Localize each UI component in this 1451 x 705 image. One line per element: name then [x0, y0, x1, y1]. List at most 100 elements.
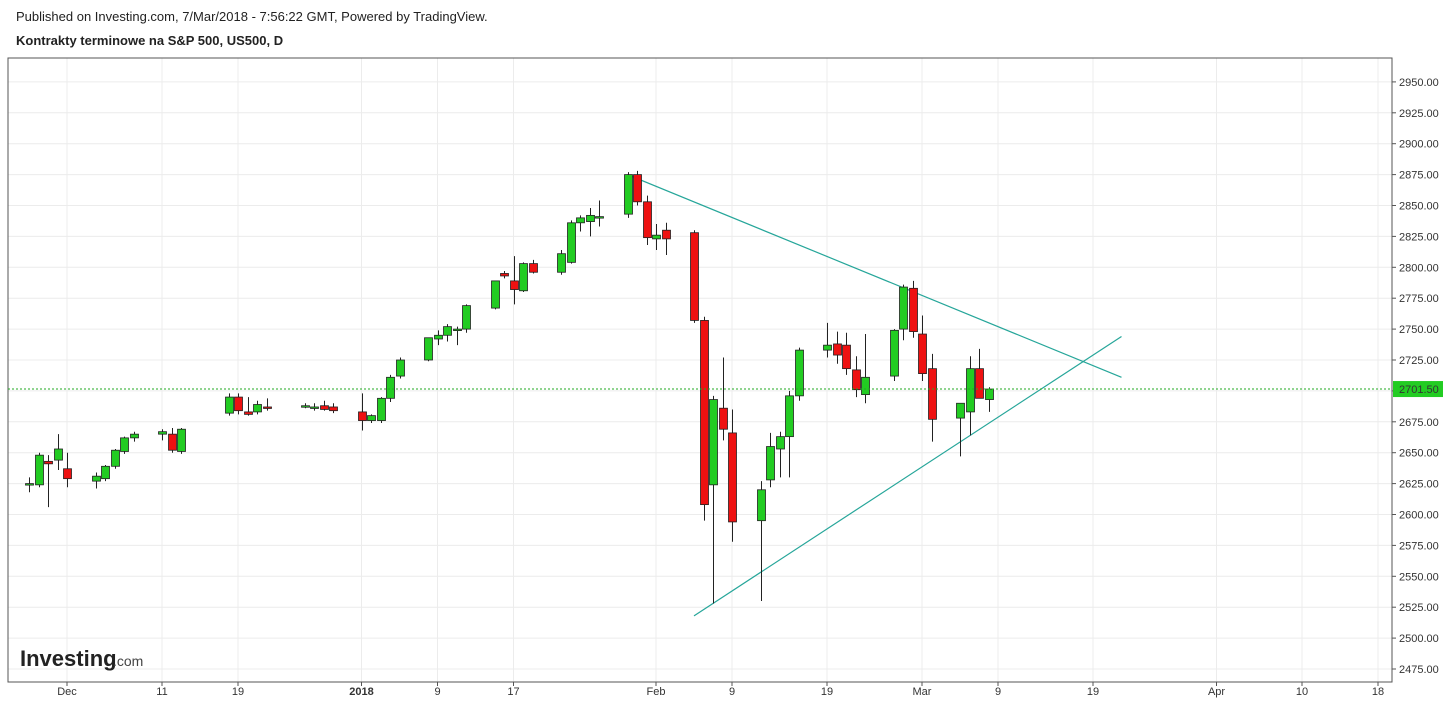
candle: [975, 348, 984, 399]
candle: [301, 403, 310, 409]
candle: [785, 390, 794, 478]
candle-body: [377, 397, 386, 421]
candle: [595, 200, 604, 227]
candle-body: [329, 406, 338, 412]
candle: [92, 472, 101, 489]
candle: [358, 393, 367, 431]
candle-body: [700, 320, 709, 506]
chart-title: Kontrakty terminowe na S&P 500, US500, D: [16, 33, 284, 48]
candle: [719, 357, 728, 441]
x-tick-label: Mar: [913, 686, 932, 698]
candle-body: [510, 280, 519, 290]
candle: [177, 427, 186, 454]
candle-body: [633, 174, 642, 203]
candle-body: [966, 368, 975, 413]
candle-body: [652, 234, 661, 240]
last-price-label-bg: [1393, 381, 1443, 398]
x-tick-label: 2018: [349, 686, 373, 698]
candle-body: [120, 437, 129, 452]
y-tick-label: 2650.00: [1399, 448, 1439, 460]
price-axis[interactable]: 2475.00 2500.00 2525.00 2550.00 2575.00 2600.…: [1392, 77, 1439, 676]
candle: [462, 304, 471, 333]
x-tick-label: 10: [1296, 686, 1308, 698]
candle-body: [386, 376, 395, 399]
candle: [899, 284, 908, 341]
y-tick-label: 2725.00: [1399, 355, 1439, 367]
y-tick-label: 2550.00: [1399, 571, 1439, 583]
candle: [776, 431, 785, 478]
candle: [690, 230, 699, 323]
trendline-support: [693, 336, 1122, 617]
candle: [396, 357, 405, 379]
candle: [956, 402, 965, 457]
candle: [244, 397, 253, 416]
candle-body: [92, 475, 101, 482]
logo-brand: Investing: [20, 646, 117, 671]
y-tick-label: 2900.00: [1399, 139, 1439, 151]
candle-body: [719, 407, 728, 430]
candle: [842, 332, 851, 375]
candle: [557, 249, 566, 275]
candle-body: [557, 253, 566, 273]
candle-body: [358, 411, 367, 421]
candle-body: [491, 280, 500, 309]
candle-body: [310, 406, 319, 409]
candle-body: [576, 217, 585, 224]
candle: [310, 403, 319, 411]
x-tick-label: 9: [995, 686, 1001, 698]
y-tick-label: 2575.00: [1399, 540, 1439, 552]
x-tick-label: Dec: [57, 686, 77, 698]
candle-body: [643, 201, 652, 239]
candle-body: [662, 229, 671, 240]
candle: [519, 262, 528, 293]
candle: [709, 395, 718, 604]
candle-body: [225, 396, 234, 414]
candle: [453, 326, 462, 346]
candle-body: [519, 263, 528, 292]
x-tick-label: 9: [434, 686, 440, 698]
candle-body: [443, 326, 452, 336]
candle: [320, 400, 329, 411]
time-axis[interactable]: Dec 11 19 2018 9 17 Feb 9 19 Mar 9 19 Apr 10 18: [57, 682, 1384, 698]
x-tick-label: 19: [1087, 686, 1099, 698]
candle-body: [101, 465, 110, 480]
candle-body: [396, 359, 405, 377]
y-tick-label: 2525.00: [1399, 602, 1439, 614]
candle-body: [529, 263, 538, 273]
y-tick-label: 2750.00: [1399, 324, 1439, 336]
candle: [652, 224, 661, 250]
grid: [8, 58, 1392, 682]
candle-body: [453, 328, 462, 332]
trendline-resistance: [627, 174, 1122, 378]
candle-body: [975, 368, 984, 399]
candle: [928, 353, 937, 442]
candle: [130, 431, 139, 442]
plot-frame: [7, 57, 1393, 683]
y-tick-label: 2625.00: [1399, 479, 1439, 491]
candle: [966, 356, 975, 436]
candle: [576, 215, 585, 232]
candle-body: [785, 395, 794, 438]
y-tick-label: 2875.00: [1399, 170, 1439, 182]
candle-body: [234, 396, 243, 412]
candle: [823, 322, 832, 358]
x-tick-label: 11: [156, 686, 167, 698]
candle-body: [44, 460, 53, 465]
candle: [25, 477, 34, 493]
candle: [111, 448, 120, 469]
candle-body: [709, 399, 718, 486]
y-tick-label: 2825.00: [1399, 231, 1439, 243]
candle: [918, 315, 927, 382]
candle: [377, 397, 386, 424]
candle-body: [842, 344, 851, 370]
x-tick-label: Feb: [647, 686, 666, 698]
candle: [700, 316, 709, 521]
candle-body: [728, 432, 737, 523]
candle-body: [462, 305, 471, 330]
candle: [624, 172, 633, 218]
candle: [500, 271, 509, 279]
candle-body: [918, 333, 927, 374]
candle-body: [690, 232, 699, 321]
y-tick-label: 2475.00: [1399, 664, 1439, 676]
